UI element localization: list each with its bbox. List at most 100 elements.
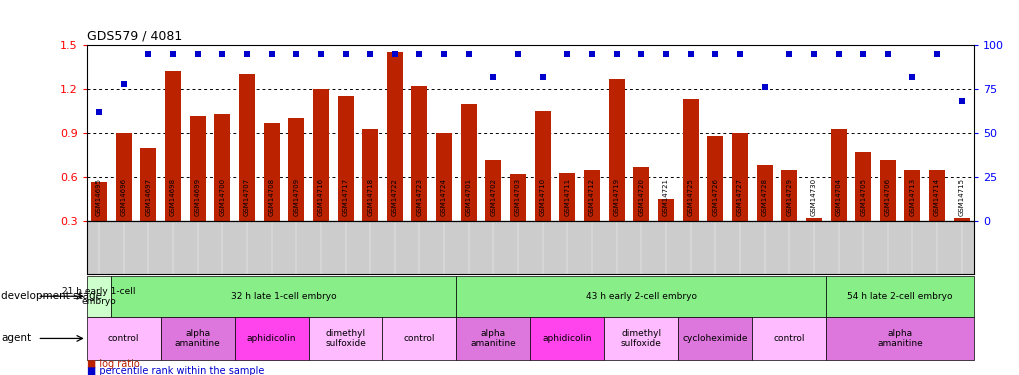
Text: dimethyl
sulfoxide: dimethyl sulfoxide xyxy=(325,329,366,348)
Point xyxy=(706,51,722,57)
Point xyxy=(805,51,821,57)
Point xyxy=(461,51,477,57)
Point xyxy=(140,51,156,57)
Bar xyxy=(161,317,234,360)
Bar xyxy=(953,218,969,221)
Bar xyxy=(825,317,973,360)
Point xyxy=(756,84,772,90)
Point xyxy=(435,51,451,57)
Point xyxy=(190,51,206,57)
Bar xyxy=(805,218,821,221)
Text: control: control xyxy=(772,334,804,343)
Bar xyxy=(781,170,797,221)
Bar xyxy=(457,317,530,360)
Text: development stage: development stage xyxy=(1,291,102,301)
Bar xyxy=(485,160,501,221)
Text: control: control xyxy=(108,334,140,343)
Bar xyxy=(214,114,230,221)
Bar xyxy=(732,133,747,221)
Point xyxy=(878,51,895,57)
Text: aphidicolin: aphidicolin xyxy=(542,334,592,343)
Text: 21 h early 1-cell
embryо: 21 h early 1-cell embryо xyxy=(62,286,136,306)
Point xyxy=(953,98,969,104)
Point xyxy=(115,81,131,87)
Text: alpha
amanitine: alpha amanitine xyxy=(470,329,516,348)
Point xyxy=(781,51,797,57)
Bar xyxy=(510,174,526,221)
Bar xyxy=(115,133,131,221)
Bar xyxy=(608,79,624,221)
Point xyxy=(928,51,945,57)
Bar xyxy=(678,317,751,360)
Bar xyxy=(558,173,575,221)
Bar xyxy=(928,170,945,221)
Bar xyxy=(382,317,455,360)
Bar xyxy=(879,160,895,221)
Bar xyxy=(584,170,599,221)
Text: cycloheximide: cycloheximide xyxy=(682,334,747,343)
Bar xyxy=(313,89,328,221)
Point xyxy=(731,51,747,57)
Point xyxy=(854,51,870,57)
Text: alpha
amanitine: alpha amanitine xyxy=(174,329,220,348)
Point xyxy=(386,51,403,57)
Point xyxy=(534,74,550,80)
Bar xyxy=(111,276,457,317)
Bar xyxy=(682,99,698,221)
Bar xyxy=(825,276,973,317)
Text: 54 h late 2-cell embryo: 54 h late 2-cell embryo xyxy=(847,292,952,301)
Point xyxy=(657,51,674,57)
Bar xyxy=(238,74,255,221)
Text: control: control xyxy=(404,334,435,343)
Point xyxy=(287,51,304,57)
Bar xyxy=(362,129,378,221)
Point xyxy=(263,51,279,57)
Bar xyxy=(87,276,111,317)
Point xyxy=(682,51,698,57)
Point xyxy=(558,51,575,57)
Point xyxy=(238,51,255,57)
Bar xyxy=(706,136,722,221)
Bar xyxy=(386,53,403,221)
Bar xyxy=(756,165,771,221)
Bar xyxy=(633,167,649,221)
Text: aphidicolin: aphidicolin xyxy=(247,334,297,343)
Text: 43 h early 2-cell embryo: 43 h early 2-cell embryo xyxy=(585,292,696,301)
Bar xyxy=(263,123,279,221)
Point xyxy=(485,74,501,80)
Bar xyxy=(91,182,107,221)
Bar xyxy=(190,116,206,221)
Bar xyxy=(337,96,354,221)
Text: alpha
amanitine: alpha amanitine xyxy=(876,329,922,348)
Point xyxy=(510,51,526,57)
Point xyxy=(829,51,846,57)
Bar xyxy=(534,111,550,221)
Bar xyxy=(234,317,308,360)
Bar xyxy=(141,148,156,221)
Bar xyxy=(457,276,825,317)
Point xyxy=(904,74,920,80)
Text: ■ percentile rank within the sample: ■ percentile rank within the sample xyxy=(87,366,264,375)
Text: 32 h late 1-cell embryo: 32 h late 1-cell embryo xyxy=(231,292,336,301)
Text: dimethyl
sulfoxide: dimethyl sulfoxide xyxy=(621,329,661,348)
Point xyxy=(411,51,427,57)
Bar xyxy=(165,71,180,221)
Point xyxy=(91,109,107,115)
Bar xyxy=(829,129,846,221)
Point xyxy=(608,51,625,57)
Bar xyxy=(461,104,476,221)
Bar xyxy=(436,133,451,221)
Point xyxy=(165,51,181,57)
Point xyxy=(313,51,329,57)
Text: ■ log ratio: ■ log ratio xyxy=(87,359,140,369)
Text: agent: agent xyxy=(1,333,32,344)
Point xyxy=(214,51,230,57)
Bar xyxy=(603,317,678,360)
Bar xyxy=(308,317,382,360)
Point xyxy=(583,51,599,57)
Bar xyxy=(657,199,674,221)
Point xyxy=(362,51,378,57)
Text: GDS579 / 4081: GDS579 / 4081 xyxy=(87,30,181,42)
Bar xyxy=(530,317,603,360)
Point xyxy=(633,51,649,57)
